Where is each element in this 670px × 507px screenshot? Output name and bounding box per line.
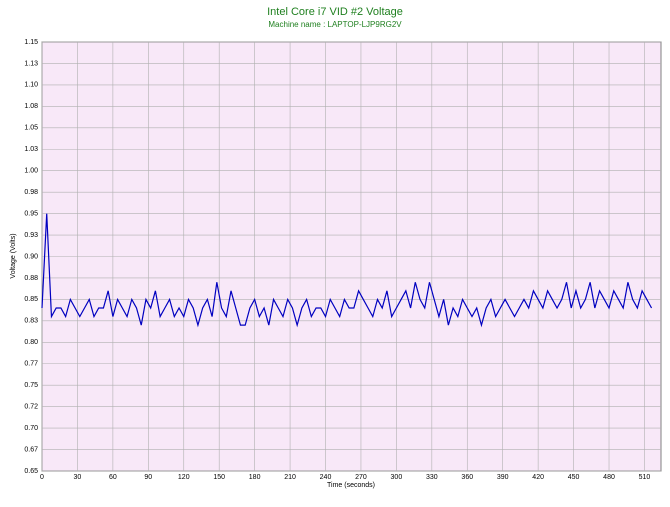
y-tick-label: 1.05 — [24, 125, 38, 132]
x-tick-label: 450 — [568, 474, 580, 481]
y-tick-label: 0.65 — [24, 468, 38, 475]
y-tick-label: 1.08 — [24, 103, 38, 110]
y-tick-label: 1.00 — [24, 168, 38, 175]
x-tick-label: 240 — [320, 474, 332, 481]
y-tick-label: 0.98 — [24, 189, 38, 196]
x-tick-label: 120 — [178, 474, 190, 481]
y-tick-label: 0.95 — [24, 210, 38, 217]
y-tick-label: 0.83 — [24, 318, 38, 325]
x-tick-label: 510 — [639, 474, 651, 481]
y-tick-label: 0.85 — [24, 296, 38, 303]
x-axis-label: Time (seconds) — [327, 482, 375, 489]
y-axis-label: Voltage (Volts) — [10, 233, 17, 278]
x-tick-label: 210 — [284, 474, 296, 481]
y-tick-label: 0.70 — [24, 425, 38, 432]
x-tick-label: 330 — [426, 474, 438, 481]
y-tick-label: 0.67 — [24, 446, 38, 453]
y-tick-label: 0.88 — [24, 275, 38, 282]
y-tick-label: 0.90 — [24, 253, 38, 260]
x-tick-label: 420 — [532, 474, 544, 481]
x-tick-label: 60 — [109, 474, 117, 481]
x-tick-label: 0 — [40, 474, 44, 481]
x-tick-label: 180 — [249, 474, 261, 481]
y-tick-label: 1.13 — [24, 60, 38, 67]
y-tick-label: 0.72 — [24, 403, 38, 410]
x-tick-label: 30 — [74, 474, 82, 481]
x-tick-label: 150 — [213, 474, 225, 481]
chart-title: Intel Core i7 VID #2 Voltage — [267, 6, 403, 18]
x-tick-label: 90 — [144, 474, 152, 481]
y-tick-label: 0.80 — [24, 339, 38, 346]
y-tick-label: 1.10 — [24, 82, 38, 89]
x-tick-label: 390 — [497, 474, 509, 481]
x-tick-label: 300 — [391, 474, 403, 481]
y-tick-label: 1.03 — [24, 146, 38, 153]
x-tick-label: 360 — [461, 474, 473, 481]
y-tick-label: 0.75 — [24, 382, 38, 389]
y-tick-label: 0.77 — [24, 361, 38, 368]
chart-subtitle: Machine name : LAPTOP-LJP9RG2V — [268, 20, 402, 29]
y-tick-label: 1.15 — [24, 39, 38, 46]
y-tick-label: 0.93 — [24, 232, 38, 239]
data-line — [41, 213, 653, 328]
x-tick-label: 270 — [355, 474, 367, 481]
x-tick-label: 480 — [603, 474, 615, 481]
